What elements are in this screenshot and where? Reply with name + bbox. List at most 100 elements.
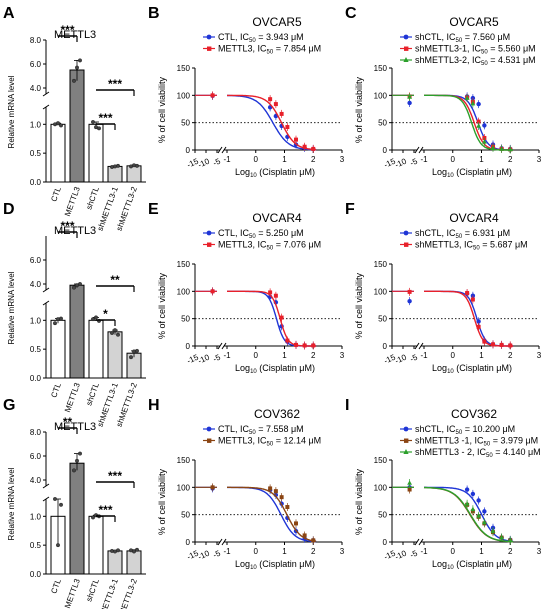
y-tick-label: 100 [374, 483, 388, 492]
legend-label: shMETTL3 - 2, IC50 = 4.140 μM [415, 447, 541, 459]
y-tick-label: 150 [177, 64, 191, 73]
significance-label: ** [63, 415, 73, 429]
data-point [135, 163, 139, 168]
y-tick-label: 6.0 [30, 452, 42, 461]
bar [107, 550, 123, 575]
data-point [53, 497, 57, 501]
fit-curve [423, 486, 514, 543]
y-tick-label: 4.0 [30, 476, 42, 485]
legend-label: shMETTL3-1, IC50 = 5.560 μM [415, 44, 536, 56]
data-point [72, 78, 76, 83]
x-tick-label: -5 [409, 156, 420, 167]
y-tick-label: 0.0 [30, 178, 42, 187]
y-tick-label: 0 [186, 538, 191, 547]
panel-letter: D [3, 201, 15, 218]
x-tick-label: 0 [451, 351, 456, 360]
y-tick-label: 4.0 [30, 280, 42, 289]
panel-title: COV362 [254, 407, 300, 421]
y-tick-label: 0 [383, 538, 388, 547]
x-tick-label: 0 [254, 351, 259, 360]
panel-title: METTL3 [54, 225, 96, 237]
x-tick-label: 1 [282, 351, 287, 360]
legend-marker [403, 34, 409, 40]
legend-marker [206, 34, 212, 40]
significance-label: *** [60, 23, 74, 37]
y-axis-label: Relative mRNA level [7, 467, 16, 540]
y-tick-label: 0.5 [30, 149, 42, 158]
data-point [75, 458, 79, 463]
legend-marker [404, 438, 409, 443]
x-tick-label: 2 [311, 547, 316, 556]
bar [50, 123, 66, 183]
x-tick-label: 3 [340, 155, 345, 164]
panel-letter: E [148, 201, 159, 218]
y-tick-label: 50 [181, 511, 190, 520]
fit-curve [424, 290, 514, 347]
y-tick-label: 50 [378, 315, 387, 324]
y-tick-label: 100 [177, 287, 191, 296]
axis-break-mark [42, 91, 50, 97]
y-axis-label: % of cell viability [354, 272, 364, 339]
bar [69, 284, 85, 379]
y-tick-label: 0 [186, 146, 191, 155]
x-tick-label: shCTL [84, 381, 101, 407]
x-tick-label: -5 [212, 352, 223, 363]
data-point [116, 548, 120, 553]
y-axis-label: % of cell viability [157, 468, 167, 535]
data-point [132, 549, 136, 554]
data-point [59, 502, 63, 507]
x-tick-label: 0 [451, 547, 456, 556]
x-axis-label: Log10 (Cisplatin μM) [432, 559, 512, 571]
axis-break-mark [217, 538, 223, 546]
panel-letter: H [148, 397, 160, 414]
x-tick-label: -10 [197, 352, 212, 365]
panel-letter: G [3, 397, 15, 414]
data-point [78, 282, 82, 286]
data-point [135, 547, 139, 552]
axis-break-mark [221, 538, 227, 546]
legend-marker [403, 57, 409, 62]
y-tick-label: 6.0 [30, 60, 42, 69]
legend-marker [403, 449, 409, 454]
axis-break-mark [42, 300, 50, 306]
x-tick-label: 1 [479, 547, 484, 556]
significance-label: *** [98, 503, 112, 517]
x-tick-label: 1 [479, 155, 484, 164]
data-point [91, 515, 95, 520]
legend-marker [206, 426, 212, 432]
panel-title: OVCAR5 [252, 15, 302, 29]
legend-marker [404, 242, 409, 247]
y-tick-label: 1.0 [30, 120, 42, 129]
data-point [59, 123, 63, 128]
y-tick-label: 50 [378, 511, 387, 520]
y-tick-label: 0.0 [30, 570, 42, 579]
significance-label: * [103, 307, 108, 321]
axis-break-mark [42, 483, 50, 489]
bar [126, 550, 142, 575]
x-tick-label: CTL [49, 185, 63, 203]
x-tick-label: 2 [508, 351, 513, 360]
y-axis-label: % of cell viability [157, 272, 167, 339]
x-tick-label: 2 [311, 351, 316, 360]
x-axis-label: Log10 (Cisplatin μM) [235, 363, 315, 375]
x-tick-label: -1 [420, 155, 428, 164]
axis-break-mark [221, 146, 227, 154]
y-tick-label: 1.0 [30, 512, 42, 521]
panel-letter: A [3, 5, 15, 22]
legend-marker [207, 242, 212, 247]
legend-marker [403, 230, 409, 236]
data-point [78, 58, 82, 63]
x-tick-label: 1 [479, 351, 484, 360]
x-axis-label: Log10 (Cisplatin μM) [235, 167, 315, 179]
y-tick-label: 0 [383, 342, 388, 351]
fit-curve [424, 290, 514, 347]
x-tick-label: 3 [340, 351, 345, 360]
x-tick-label: 0 [254, 547, 259, 556]
legend-marker [207, 438, 212, 443]
data-point [56, 121, 60, 126]
y-tick-label: 0 [383, 146, 388, 155]
legend-label: CTL, IC50 = 7.558 μM [218, 424, 304, 436]
